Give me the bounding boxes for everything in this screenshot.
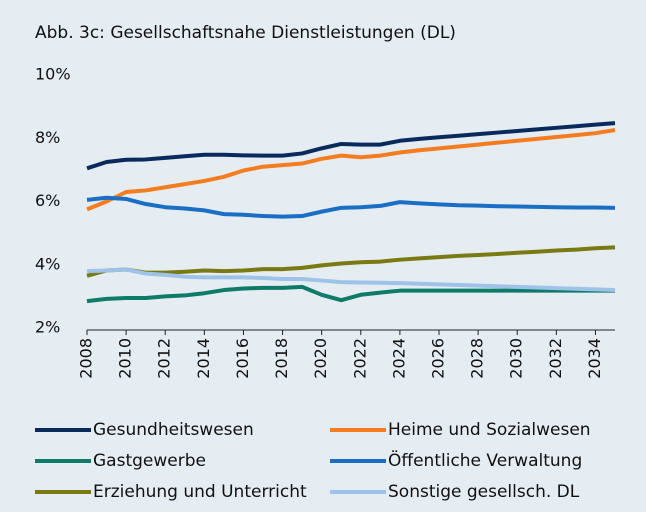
legend-label: Erziehung und Unterricht bbox=[93, 482, 307, 502]
x-tick-label: 2014 bbox=[194, 338, 213, 379]
x-tick-label: 2008 bbox=[77, 338, 96, 379]
x-tick-label: 2030 bbox=[507, 338, 526, 379]
chart-title: Abb. 3c: Gesellschaftsnahe Dienstleistun… bbox=[35, 23, 456, 43]
x-tick-label: 2028 bbox=[468, 338, 487, 379]
x-tick-label: 2010 bbox=[116, 338, 135, 379]
x-tick-label: 2032 bbox=[546, 338, 565, 379]
y-tick-label: 6% bbox=[35, 191, 60, 210]
legend-label: Öffentliche Verwaltung bbox=[388, 449, 582, 471]
series-line bbox=[86, 195, 616, 219]
x-tick-label: 2022 bbox=[350, 338, 369, 379]
y-tick-label: 4% bbox=[35, 254, 60, 273]
y-tick-label: 10% bbox=[35, 65, 71, 84]
series-line bbox=[86, 284, 615, 304]
x-tick-label: 2026 bbox=[429, 338, 448, 379]
legend-label: Gastgewerbe bbox=[93, 451, 206, 471]
legend-label: Gesundheitswesen bbox=[93, 420, 254, 440]
series-line bbox=[86, 128, 616, 212]
x-tick-label: 2024 bbox=[389, 338, 408, 379]
x-tick-label: 2018 bbox=[272, 338, 291, 379]
y-tick-label: 8% bbox=[35, 128, 60, 147]
x-tick-label: 2012 bbox=[155, 338, 174, 379]
series-line bbox=[86, 121, 616, 171]
legend-label: Sonstige gesellsch. DL bbox=[388, 482, 580, 502]
series-line bbox=[86, 267, 616, 293]
legend-label: Heime und Sozialwesen bbox=[388, 420, 591, 440]
series-line bbox=[86, 245, 616, 278]
x-tick-label: 2020 bbox=[311, 338, 330, 379]
x-tick-label: 2034 bbox=[585, 338, 604, 379]
x-tick-label: 2016 bbox=[233, 338, 252, 379]
y-tick-label: 2% bbox=[35, 318, 60, 337]
